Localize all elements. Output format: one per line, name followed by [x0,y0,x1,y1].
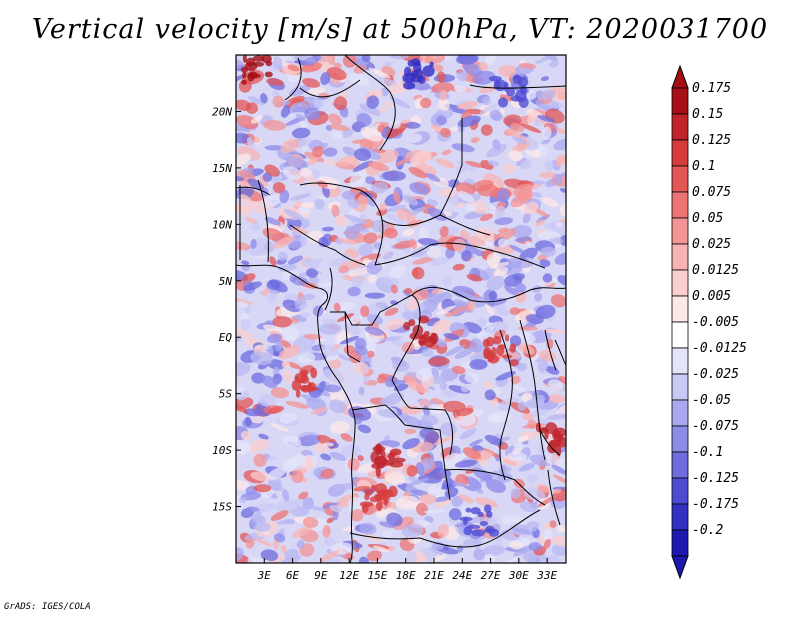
country-borders [236,55,566,563]
colorbar-swatch [671,399,689,427]
colorbar-swatch [671,425,689,453]
velocity-field [236,55,566,563]
longitude-axis: 3E 6E 9E 12E 15E 18E 21E 24E 27E 30E 33E [257,558,557,582]
colorbar-label: 0.175 [692,81,731,96]
lon-tick-label: 18E [396,569,416,582]
lon-tick-label: 21E [424,569,444,582]
lon-tick-label: 30E [508,569,529,582]
lat-tick-label: 5S [219,388,233,401]
colorbar-swatch [671,503,689,531]
colorbar-label: -0.175 [692,497,739,512]
colorbar-label: -0.025 [692,367,739,382]
colorbar-label: -0.125 [692,471,739,486]
colorbar-label: 0.075 [692,185,731,200]
colorbar-swatch [671,139,689,167]
colorbar-swatch [671,217,689,245]
colorbar-top-arrow [671,64,689,89]
colorbar-swatch [671,191,689,219]
colorbar-label: 0.05 [692,211,723,226]
lon-tick-label: 15E [367,569,387,582]
footer-credit: GrADS: IGES/COLA [4,602,91,612]
lon-tick-label: 33E [536,569,557,582]
colorbar-swatch [671,269,689,297]
lon-tick-label: 12E [339,569,359,582]
colorbar-label: -0.005 [692,315,739,330]
colorbar-label: 0.0125 [692,263,739,278]
colorbar-label: 0.005 [692,289,731,304]
lat-tick-label: 15N [212,162,232,175]
colorbar-swatch [671,451,689,479]
colorbar-label: 0.025 [692,237,731,252]
colorbar-swatch [671,477,689,505]
lat-tick-label: 5N [219,275,233,288]
colorbar-swatch [671,373,689,401]
lat-tick-label: 15S [212,501,232,514]
colorbar-bottom-arrow [671,555,689,580]
colorbar-swatch [671,243,689,271]
colorbar-swatch [671,529,689,557]
lon-tick-label: 9E [314,569,328,582]
colorbar-swatch [671,321,689,349]
lat-tick-label: 20N [212,105,232,118]
chart-title: Vertical velocity [m/s] at 500hPa, VT: 2… [31,14,769,45]
colorbar-swatch [671,113,689,141]
colorbar-label: -0.2 [692,523,723,538]
colorbar-swatch [671,165,689,193]
colorbar-label: -0.05 [692,393,731,408]
lon-tick-label: 27E [481,569,501,582]
colorbar-label: 0.1 [692,159,715,174]
lat-tick-label: 10S [212,444,232,457]
lat-tick-label: EQ [219,331,233,344]
map-frame [235,54,567,564]
lon-tick-label: 24E [452,569,472,582]
colorbar-label: 0.125 [692,133,731,148]
lon-tick-label: 3E [257,569,272,582]
colorbar-label: -0.075 [692,419,739,434]
colorbar-label: -0.0125 [692,341,747,356]
colorbar-label: 0.15 [692,107,723,122]
latitude-axis: 20N 15N 10N 5N EQ 5S 10S 15S [212,105,241,514]
lat-tick-label: 10N [212,218,232,231]
colorbar: 0.175 0.15 0.125 0.1 0.075 0.05 0.025 0.0125 0.0… [671,64,747,580]
colorbar-swatch [671,87,689,115]
colorbar-label: -0.1 [692,445,723,460]
lon-tick-label: 6E [286,569,300,582]
colorbar-swatch [671,347,689,375]
colorbar-swatch [671,295,689,323]
